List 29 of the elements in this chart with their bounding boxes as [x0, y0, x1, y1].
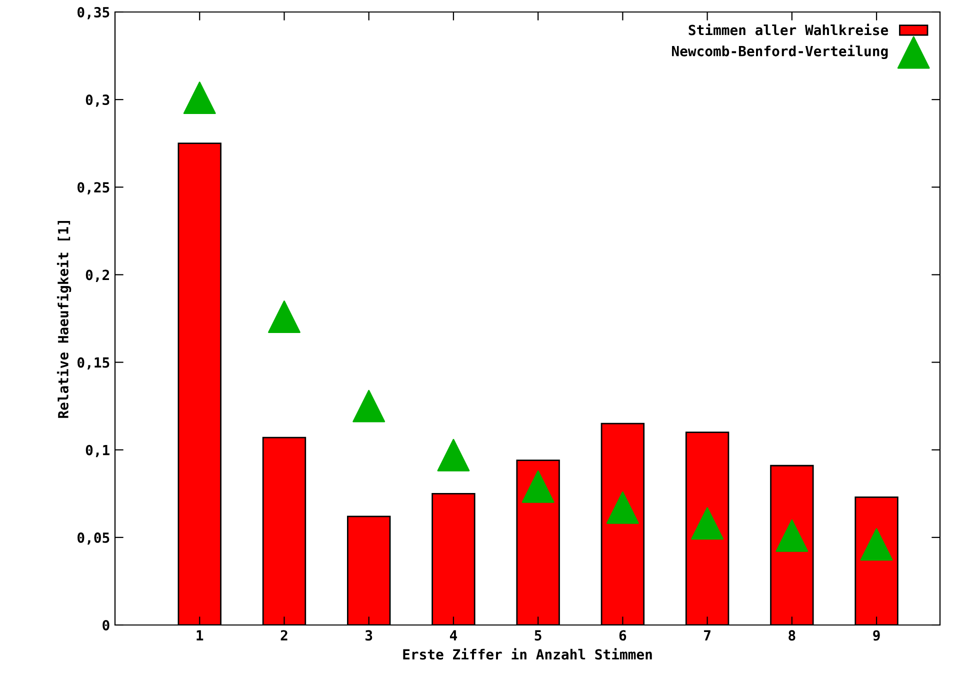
point — [268, 300, 300, 333]
x-axis-title: Erste Ziffer in Anzahl Stimmen — [403, 648, 652, 660]
y-tick-label: 0 — [102, 620, 110, 630]
y-tick-label: 0,15 — [78, 357, 110, 370]
x-tick-label: 6 — [619, 630, 626, 641]
x-tick-label: 1 — [196, 630, 204, 640]
y-tick-label: 0,3 — [86, 94, 110, 107]
legend-label: Stimmen aller Wahlkreise — [688, 24, 888, 36]
y-tick-label: 0,05 — [78, 532, 110, 545]
y-tick-label: 0,1 — [86, 444, 110, 458]
point — [776, 519, 808, 552]
x-tick-label: 9 — [873, 630, 880, 641]
point — [606, 491, 639, 524]
x-tick-label: 3 — [366, 630, 372, 641]
y-tick-label: 0,35 — [78, 6, 110, 20]
point — [437, 438, 470, 472]
y-axis-title: Relative Haeufigkeit [1] — [56, 221, 72, 418]
y-tick-label: 0,25 — [78, 182, 110, 194]
y-tick-label: 0,2 — [86, 270, 109, 282]
point — [183, 82, 216, 114]
x-tick-label: 2 — [280, 630, 288, 640]
x-tick-label: 4 — [450, 630, 458, 640]
x-tick-label: 5 — [534, 630, 542, 641]
point — [352, 390, 386, 422]
legend-label: Newcomb-Benford-Verteilung — [672, 44, 888, 60]
x-tick-label: 8 — [788, 630, 796, 641]
x-tick-label: 7 — [704, 630, 710, 640]
point — [522, 470, 554, 503]
point — [691, 507, 724, 540]
